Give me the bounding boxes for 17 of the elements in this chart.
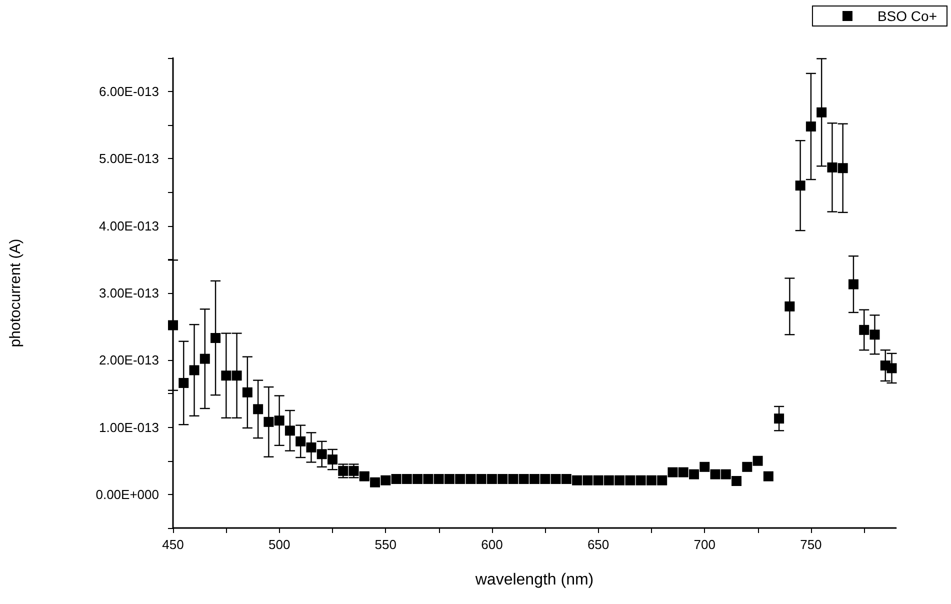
x-tick-label: 700 [694,537,716,552]
x-tick-label: 450 [162,537,184,552]
x-tick-label: 750 [800,537,822,552]
y-tick-label: 1.00E-013 [99,420,159,435]
x-tick-label: 650 [587,537,610,552]
y-tick-label: 4.00E-013 [99,218,159,234]
x-tick-label: 600 [481,537,503,552]
y-tick-label: 0.00E+000 [96,486,159,502]
x-axis-title: wavelength (nm) [474,572,594,588]
x-tick-label: 500 [268,537,290,552]
y-axis-title: photocurrent (A) [7,238,24,348]
legend-label: BSO Co+ [877,8,938,24]
y-tick-label: 6.00E-013 [99,84,159,100]
y-tick-label: 5.00E-013 [99,151,159,166]
y-tick-label: 2.00E-013 [99,352,159,368]
x-tick-label: 550 [374,537,396,552]
y-tick-label: 3.00E-013 [99,286,159,300]
